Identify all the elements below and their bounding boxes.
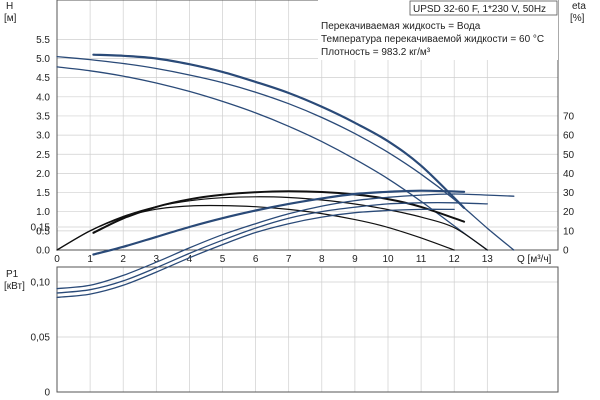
- head-curve-1: [56, 55, 515, 251]
- info-line-temperature: Температура перекачиваемой жидкости = 60…: [321, 34, 544, 45]
- y-right-tick-label: 10: [563, 226, 575, 237]
- p1-tick-label: 0,15: [31, 223, 51, 234]
- y-left-tick-label: 4.5: [36, 73, 50, 84]
- top-panel-curves: [56, 53, 515, 251]
- x-tick-label: 4: [187, 254, 193, 265]
- left-axis-unit: [м]: [4, 13, 17, 24]
- head-curve-2: [56, 66, 488, 251]
- y-left-tick-label: 5.5: [36, 35, 50, 46]
- y-left-tick-label: 2.5: [36, 150, 50, 161]
- p1-tick-label: 0,05: [31, 333, 51, 344]
- x-tick-label: 0: [54, 254, 60, 265]
- x-tick-label: 11: [416, 254, 427, 265]
- y-left-tick-label: 5.0: [36, 54, 50, 65]
- power-curve-1: [56, 193, 515, 290]
- y-right-tick-label: 0: [563, 246, 569, 257]
- y-left-tick-label: 3.0: [36, 131, 50, 142]
- power-curve-2: [56, 202, 488, 294]
- info-line-density: Плотность = 983.2 кг/м³: [321, 47, 431, 58]
- x-tick-label: 5: [220, 254, 226, 265]
- x-axis-title: Q [м³/ч]: [517, 254, 552, 265]
- chart-title: UPSD 32-60 F, 1*230 V, 50Hz: [413, 4, 546, 15]
- y-right-tick-label: 20: [563, 207, 575, 218]
- y-right-tick-label: 60: [563, 131, 575, 142]
- p1-tick-labels: 0 0,05 0,10 0,15: [31, 223, 51, 399]
- info-line-fluid: Перекачиваемая жидкость = Вода: [321, 21, 481, 32]
- y-left-tick-label: 3.5: [36, 111, 50, 122]
- x-axis-label-background: [514, 252, 558, 265]
- x-tick-label: 12: [449, 254, 461, 265]
- bottom-panel-frame: [56, 266, 559, 393]
- y-right-tick-label: 30: [563, 188, 575, 199]
- x-tick-labels: 0 1 2 3 4 5 6 7 8 9 10 11 12 13: [54, 254, 493, 265]
- x-tick-label: 8: [319, 254, 325, 265]
- right-axis-unit: [%]: [570, 13, 585, 24]
- y-right-tick-label: 50: [563, 150, 575, 161]
- bottom-panel-curves: [56, 189, 515, 299]
- x-tick-label: 13: [482, 254, 494, 265]
- x-tick-label: 2: [120, 254, 126, 265]
- bottom-axis-unit: [кВт]: [4, 281, 25, 292]
- x-tick-label: 10: [382, 254, 394, 265]
- y-left-tick-label: 2.0: [36, 169, 50, 180]
- y-left-tick-label: 4.0: [36, 92, 50, 103]
- right-axis-title: eta: [572, 1, 586, 12]
- head-curve-0: [92, 53, 466, 209]
- title-box: [409, 0, 558, 16]
- y-right-tick-label: 70: [563, 111, 575, 122]
- y-right-tick-label: 40: [563, 169, 575, 180]
- y-left-tick-labels: 0.0 0.5 1.0 1.5 2.0 2.5 3.0 3.5 4.0 4.5 5.0 5.5: [36, 35, 50, 257]
- bottom-panel-grid: [56, 226, 558, 393]
- x-tick-label: 7: [286, 254, 292, 265]
- x-tick-label: 6: [253, 254, 259, 265]
- x-tick-label: 3: [154, 254, 160, 265]
- y-left-tick-label: 0.5: [36, 226, 50, 237]
- bottom-axis-title: P1: [6, 269, 19, 280]
- y-right-tick-labels: 0 10 20 30 40 50 60 70: [563, 111, 575, 256]
- power-curve-0: [92, 189, 466, 256]
- y-left-tick-label: 1.5: [36, 188, 50, 199]
- p1-tick-label: 0: [44, 388, 50, 399]
- x-tick-label: 9: [352, 254, 358, 265]
- x-tick-label: 1: [87, 254, 93, 265]
- y-left-tick-label: 0.0: [36, 246, 50, 257]
- y-left-tick-label: 1.0: [36, 207, 50, 218]
- efficiency-curve-5: [56, 204, 455, 251]
- top-panel-frame: [56, 0, 559, 251]
- p1-tick-label: 0,10: [31, 278, 51, 289]
- power-curve-3: [56, 208, 455, 299]
- left-axis-title: H: [6, 1, 13, 12]
- efficiency-curve-4: [56, 196, 488, 251]
